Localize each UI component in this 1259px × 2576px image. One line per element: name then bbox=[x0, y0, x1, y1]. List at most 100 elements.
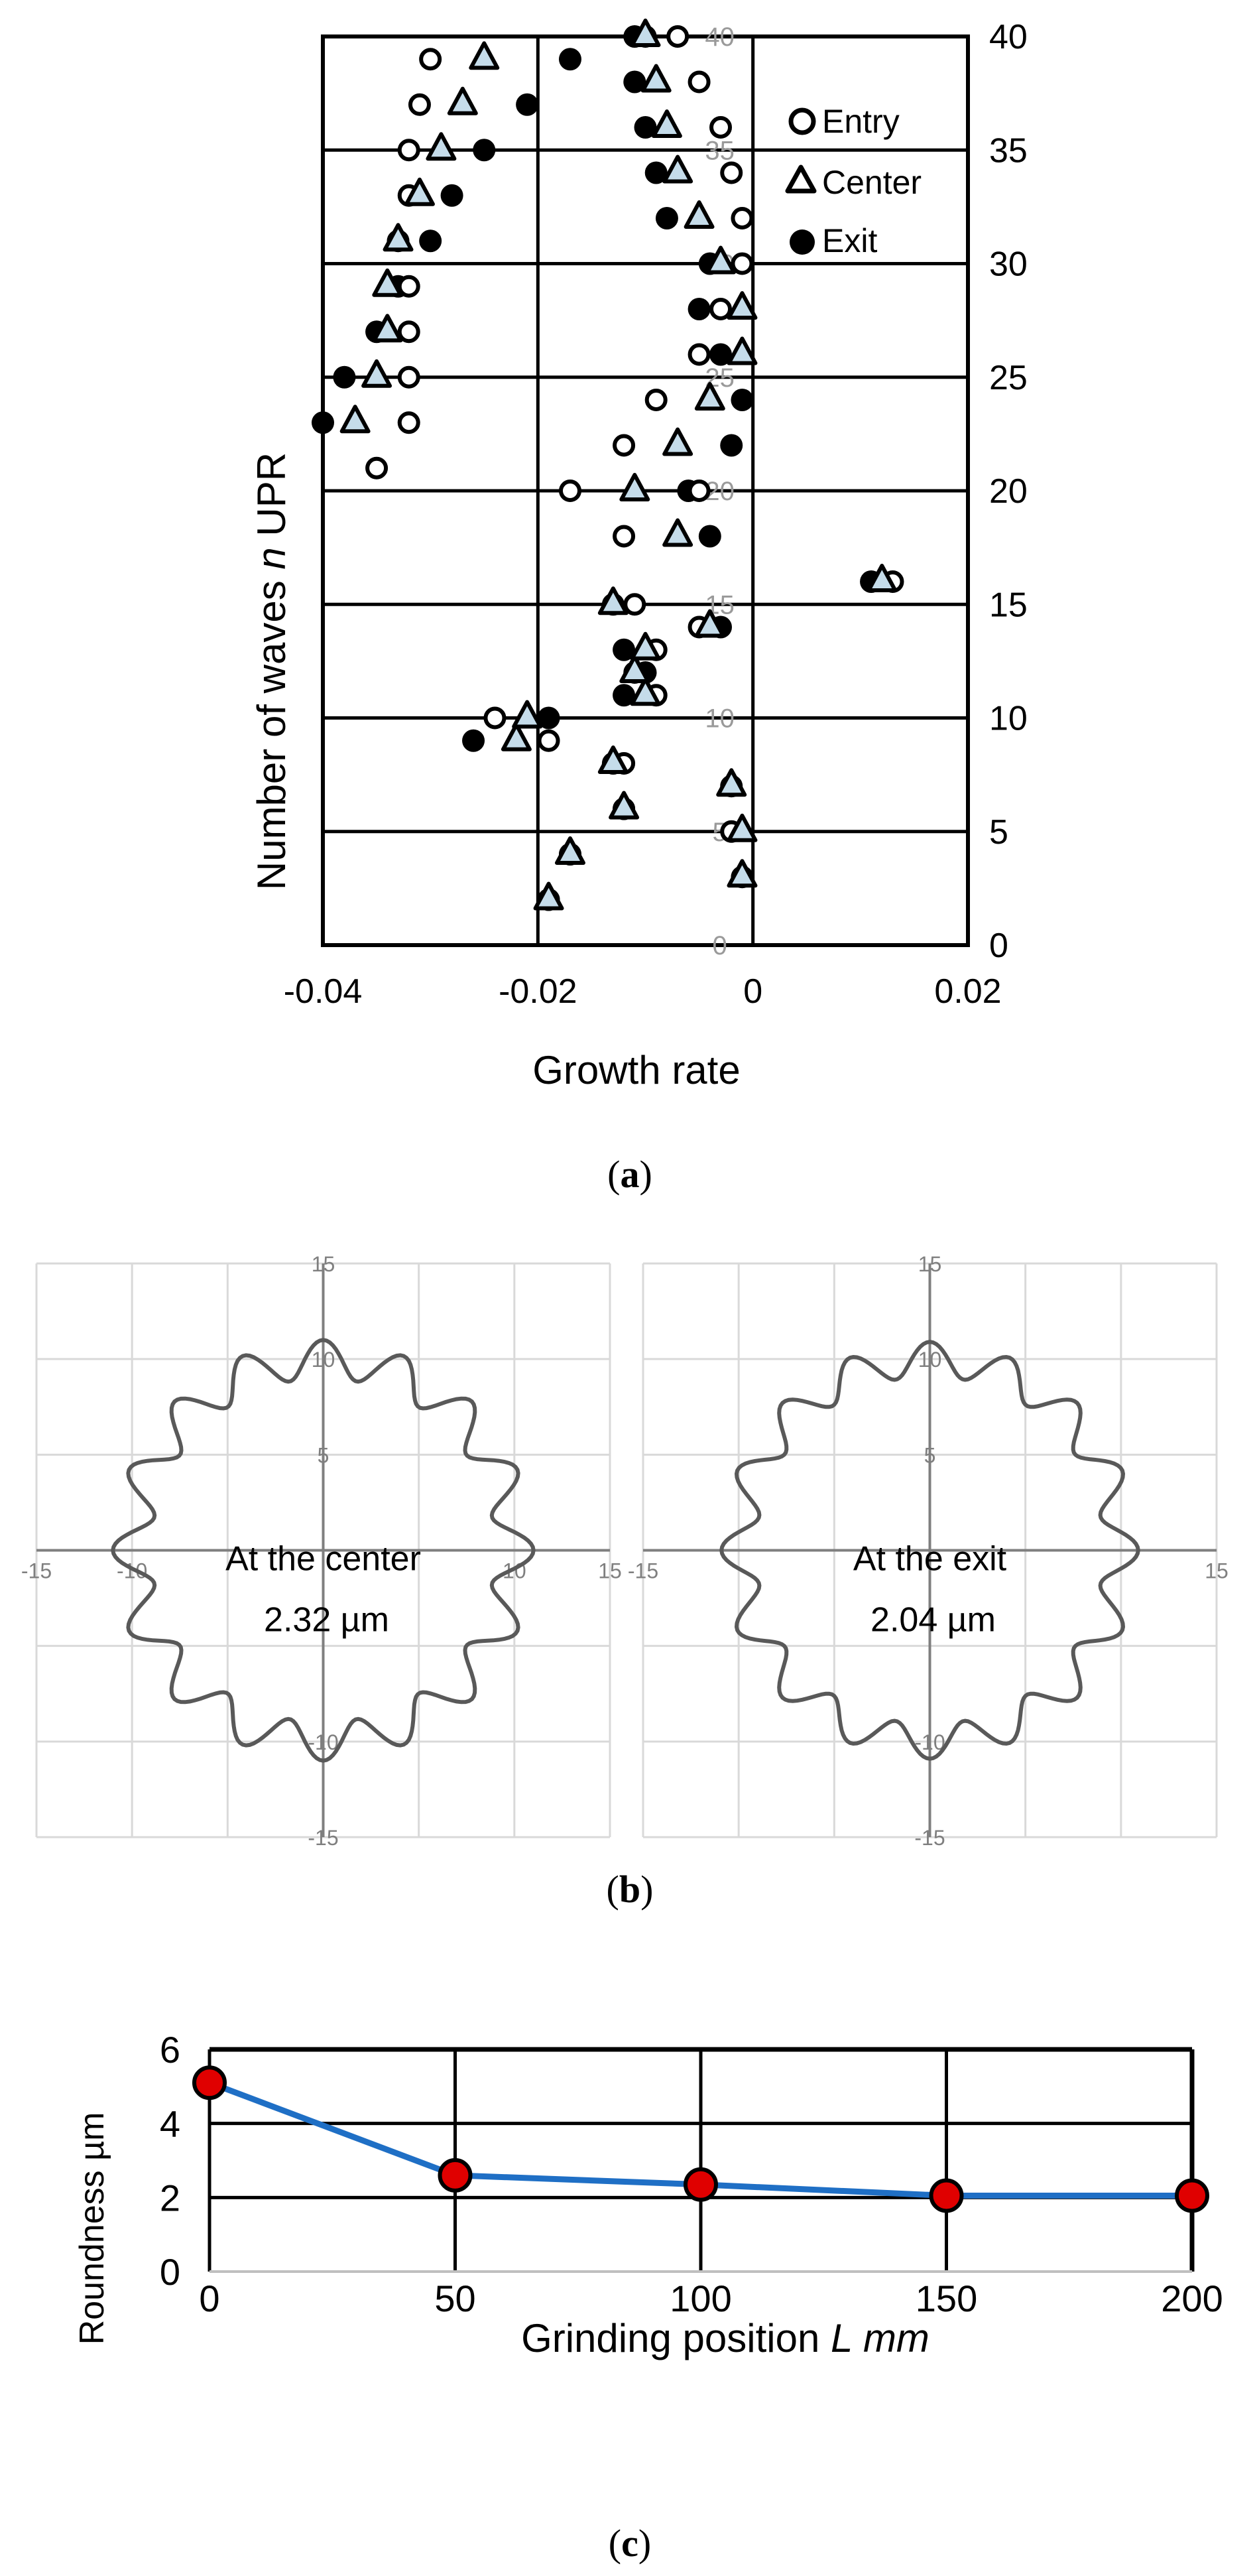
profile-y-tick: -10 bbox=[308, 1730, 338, 1754]
x-axis-label: Grinding position L mm bbox=[521, 2316, 929, 2360]
profile-x-tick: 15 bbox=[598, 1559, 622, 1583]
y-tick-label: 25 bbox=[989, 359, 1028, 397]
x-tick-label: 0 bbox=[199, 2278, 219, 2319]
profile-annotation-value: 2.32 µm bbox=[264, 1601, 389, 1640]
inner-tick-label: 40 bbox=[705, 23, 735, 52]
center-point bbox=[651, 109, 682, 138]
entry-point bbox=[397, 139, 420, 162]
exit-point bbox=[634, 116, 657, 139]
entry-point bbox=[537, 729, 560, 752]
entry-point bbox=[644, 389, 668, 411]
exit-point bbox=[720, 434, 743, 457]
center-point bbox=[727, 813, 758, 842]
y-tick-label: 6 bbox=[160, 2029, 180, 2071]
legend-marker-center bbox=[785, 164, 817, 194]
x-tick-labels: -0.04 -0.02 0 0.02 bbox=[284, 972, 1002, 1011]
roundness-point bbox=[684, 2167, 718, 2202]
y-tick-label: 15 bbox=[989, 586, 1028, 624]
y-tick-label: 2 bbox=[160, 2177, 180, 2219]
center-point bbox=[512, 700, 543, 729]
y-tick-label: 20 bbox=[989, 472, 1028, 511]
entry-point bbox=[408, 93, 431, 116]
y-tick-label: 5 bbox=[989, 813, 1008, 852]
y-tick-label: 0 bbox=[160, 2251, 180, 2293]
entry-point bbox=[688, 343, 711, 366]
center-point bbox=[469, 41, 500, 70]
x-axis-label: Growth rate bbox=[532, 1048, 740, 1092]
roundness-grid bbox=[208, 2047, 1195, 2273]
center-point bbox=[361, 359, 392, 388]
roundness-point bbox=[192, 2065, 227, 2100]
y-tick-label: 10 bbox=[989, 700, 1028, 738]
entry-point bbox=[397, 365, 420, 389]
exit-point bbox=[558, 48, 581, 71]
center-point bbox=[867, 564, 898, 592]
center-point bbox=[684, 200, 715, 229]
center-point bbox=[727, 291, 758, 320]
growth-rate-grid bbox=[321, 34, 970, 947]
exit-point bbox=[419, 229, 442, 253]
center-point bbox=[372, 314, 403, 343]
inner-tick-label: 0 bbox=[713, 931, 727, 960]
entry-point bbox=[731, 252, 754, 275]
center-point bbox=[630, 19, 661, 47]
x-tick-label: 100 bbox=[670, 2278, 731, 2319]
y-tick-label: 35 bbox=[989, 131, 1028, 170]
x-tick-label: 200 bbox=[1161, 2278, 1223, 2319]
center-point bbox=[640, 64, 672, 93]
roundness-point bbox=[438, 2157, 473, 2193]
legend: Entry Center Exit bbox=[785, 103, 922, 259]
exit-point bbox=[688, 298, 711, 320]
exit-point bbox=[623, 70, 646, 94]
entry-point bbox=[666, 25, 689, 48]
entry-point bbox=[613, 434, 636, 457]
center-point bbox=[597, 586, 629, 615]
y-axis-label: Roundness µm bbox=[73, 2112, 111, 2345]
scatter-points bbox=[312, 19, 904, 911]
entry-point bbox=[365, 456, 389, 480]
legend-marker-exit bbox=[790, 229, 815, 255]
legend-marker-entry bbox=[788, 107, 816, 135]
profile-y-tick: 10 bbox=[918, 1348, 942, 1372]
center-point bbox=[630, 631, 661, 661]
entry-point bbox=[397, 275, 420, 298]
center-point bbox=[501, 722, 532, 751]
profile-y-tick: 15 bbox=[312, 1252, 335, 1276]
profile-x-tick: -15 bbox=[21, 1559, 52, 1583]
center-point bbox=[705, 245, 737, 275]
center-point bbox=[727, 859, 758, 888]
inner-tick-label: 35 bbox=[705, 136, 735, 165]
exit-point bbox=[462, 729, 485, 752]
profile-x-tick: 15 bbox=[1205, 1559, 1229, 1583]
center-point bbox=[694, 382, 725, 411]
center-point bbox=[662, 427, 693, 456]
profile-annotation-title: At the center bbox=[225, 1540, 421, 1578]
center-point bbox=[609, 791, 640, 820]
x-tick-label: 150 bbox=[916, 2278, 977, 2319]
entry-point bbox=[709, 298, 733, 320]
y-tick-label: 40 bbox=[989, 18, 1028, 56]
panel-label-c: (c) bbox=[609, 2522, 651, 2565]
panel-label-a: (a) bbox=[607, 1153, 652, 1196]
exit-point bbox=[613, 638, 636, 661]
center-point bbox=[662, 155, 693, 184]
exit-point bbox=[516, 93, 539, 116]
inner-tick-label: 10 bbox=[705, 704, 735, 734]
center-point bbox=[630, 677, 661, 706]
exit-point bbox=[644, 161, 668, 184]
roundness-profile-line bbox=[111, 1338, 536, 1763]
center-point bbox=[662, 518, 693, 547]
y-tick-label: 0 bbox=[989, 927, 1008, 965]
legend-label-exit: Exit bbox=[822, 222, 877, 259]
roundness-tick-labels: 0 2 4 6 0 50 100 150 200 bbox=[160, 2029, 1223, 2319]
x-tick-label: -0.02 bbox=[499, 972, 577, 1011]
exit-point bbox=[440, 184, 463, 207]
exit-point bbox=[698, 525, 721, 548]
profile-x-tick: -15 bbox=[628, 1559, 658, 1583]
center-point bbox=[597, 745, 629, 774]
